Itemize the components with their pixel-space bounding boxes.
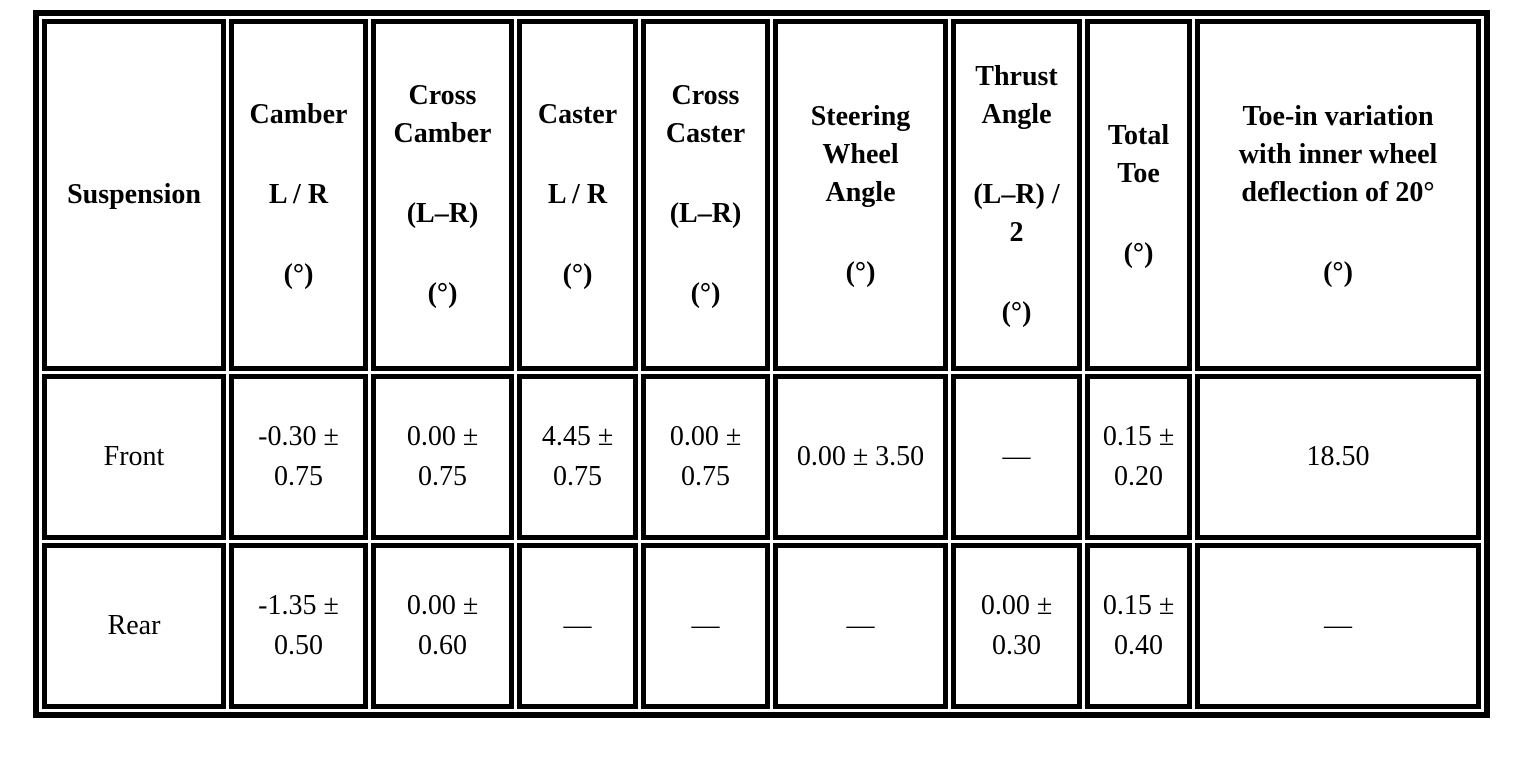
cell-rear-total-toe: 0.15 ± 0.40 (1085, 543, 1192, 709)
header-label: Camber (249, 99, 348, 130)
table-row-rear: Rear -1.35 ± 0.50 0.00 ± 0.60 — — — 0.00… (42, 543, 1481, 709)
cell-rear-camber: -1.35 ± 0.50 (229, 543, 368, 709)
header-row: Suspension Camber L / R (°) Cross Camber… (42, 19, 1481, 371)
cell-front-total-toe: 0.15 ± 0.20 (1085, 374, 1192, 540)
header-unit: (°) (690, 278, 721, 309)
wheel-alignment-spec-table: Suspension Camber L / R (°) Cross Camber… (33, 10, 1490, 718)
header-unit: (°) (427, 278, 458, 309)
cell-front-toe-in-variation: 18.50 (1195, 374, 1481, 540)
header-sublabel: (L–R) (669, 198, 742, 229)
header-unit: (°) (283, 259, 314, 290)
header-sublabel: L / R (547, 179, 608, 210)
header-sublabel: (L–R) / 2 (973, 179, 1060, 248)
header-label: Cross Caster (665, 80, 746, 149)
header-cell-thrust-angle: Thrust Angle (L–R) / 2 (°) (951, 19, 1082, 371)
cell-front-cross-caster: 0.00 ± 0.75 (641, 374, 770, 540)
header-label: Cross Camber (393, 80, 492, 149)
header-unit: (°) (1123, 238, 1154, 269)
table-row-front: Front -0.30 ± 0.75 0.00 ± 0.75 4.45 ± 0.… (42, 374, 1481, 540)
row-label-front: Front (42, 374, 226, 540)
header-unit: (°) (1323, 257, 1353, 288)
cell-rear-cross-camber: 0.00 ± 0.60 (371, 543, 514, 709)
header-cell-caster: Caster L / R (°) (517, 19, 638, 371)
header-label: Total Toe (1107, 120, 1170, 189)
header-cell-toe-in-variation: Toe-in variation with inner wheel deflec… (1195, 19, 1481, 371)
cell-front-camber: -0.30 ± 0.75 (229, 374, 368, 540)
cell-front-thrust-angle: — (951, 374, 1082, 540)
header-label: Steering Wheel Angle (810, 101, 911, 208)
cell-rear-cross-caster: — (641, 543, 770, 709)
header-unit: (°) (845, 257, 876, 288)
header-cell-steering-wheel-angle: Steering Wheel Angle (°) (773, 19, 948, 371)
header-cell-cross-caster: Cross Caster (L–R) (°) (641, 19, 770, 371)
header-label: Caster (537, 99, 618, 130)
row-label-rear: Rear (42, 543, 226, 709)
cell-rear-steering-wheel-angle: — (773, 543, 948, 709)
cell-front-steering-wheel-angle: 0.00 ± 3.50 (773, 374, 948, 540)
header-label: Toe-in variation with inner wheel deflec… (1238, 101, 1438, 208)
cell-rear-thrust-angle: 0.00 ± 0.30 (951, 543, 1082, 709)
header-cell-total-toe: Total Toe (°) (1085, 19, 1192, 371)
header-sublabel: (L–R) (406, 198, 479, 229)
header-label: Suspension (67, 179, 201, 210)
header-unit: (°) (1001, 297, 1032, 328)
header-label: Thrust Angle (975, 61, 1058, 130)
header-cell-suspension: Suspension (42, 19, 226, 371)
header-cell-cross-camber: Cross Camber (L–R) (°) (371, 19, 514, 371)
cell-front-caster: 4.45 ± 0.75 (517, 374, 638, 540)
cell-front-cross-camber: 0.00 ± 0.75 (371, 374, 514, 540)
header-sublabel: L / R (268, 179, 329, 210)
cell-rear-caster: — (517, 543, 638, 709)
header-cell-camber: Camber L / R (°) (229, 19, 368, 371)
header-unit: (°) (562, 259, 593, 290)
cell-rear-toe-in-variation: — (1195, 543, 1481, 709)
